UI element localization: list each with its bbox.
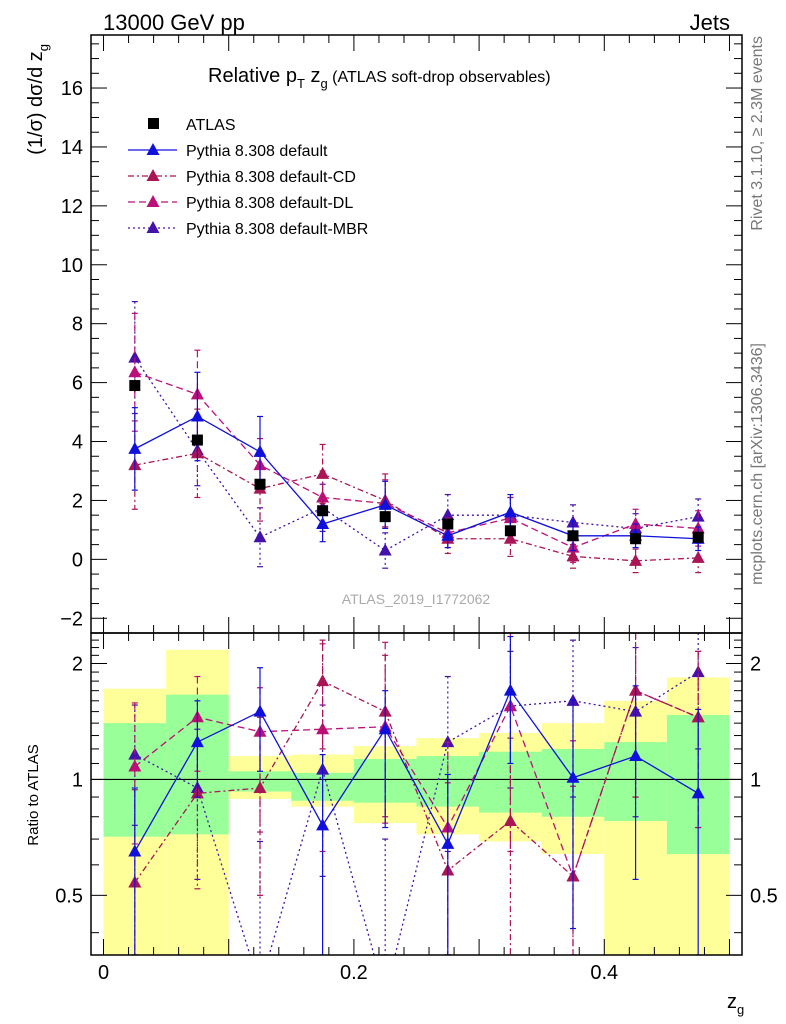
x-tick-label: 0 bbox=[98, 962, 109, 984]
point-cd-8 bbox=[629, 553, 643, 566]
ratio-line-dl bbox=[134, 689, 699, 879]
point-default-0 bbox=[128, 441, 142, 454]
point-default-5 bbox=[441, 528, 455, 541]
mcplots-label: mcplots.cern.ch [arXiv:1306.3436] bbox=[749, 343, 766, 585]
ratio-point-default-2 bbox=[253, 704, 267, 717]
series-line-cd bbox=[134, 452, 699, 562]
ratio-point-cd-6 bbox=[503, 813, 517, 826]
point-cd-3 bbox=[316, 466, 330, 479]
y-tick-label: 10 bbox=[61, 255, 83, 277]
analysis-watermark: ATLAS_2019_I1772062 bbox=[342, 591, 491, 607]
ratio-tick-label-right: 0.5 bbox=[750, 885, 778, 907]
point-data-2 bbox=[254, 478, 266, 490]
ratio-tick-label-right: 2 bbox=[750, 653, 761, 675]
ratio-point-default-9 bbox=[691, 786, 705, 799]
legend-label-dl: Pythia 8.308 default-DL bbox=[186, 195, 353, 212]
ratio-line-cd bbox=[134, 680, 699, 883]
point-dl-8 bbox=[629, 517, 643, 530]
legend-marker-dl bbox=[146, 195, 160, 207]
ratio-point-default-4 bbox=[378, 722, 392, 735]
point-default-4 bbox=[378, 497, 392, 510]
ratio-line-mbr bbox=[134, 671, 699, 955]
ratio-point-default-0 bbox=[128, 844, 142, 857]
ratio-point-default-5 bbox=[441, 836, 455, 849]
point-cd-9 bbox=[691, 550, 705, 563]
y-tick-label: 12 bbox=[61, 196, 83, 218]
point-cd-7 bbox=[566, 549, 580, 562]
ratio-point-mbr-5 bbox=[441, 735, 455, 748]
legend-label-default: Pythia 8.308 default bbox=[186, 143, 328, 160]
point-data-3 bbox=[317, 505, 329, 517]
legend-marker-data bbox=[148, 118, 159, 129]
legend-label-mbr: Pythia 8.308 default-MBR bbox=[186, 221, 368, 238]
ratio-point-default-6 bbox=[503, 683, 517, 696]
point-dl-0 bbox=[128, 365, 142, 378]
ratio-tick-label: 2 bbox=[72, 653, 83, 675]
y-tick-label: 14 bbox=[61, 137, 83, 159]
point-data-1 bbox=[191, 434, 203, 446]
ratio-y-axis-label: Ratio to ATLAS bbox=[25, 744, 42, 845]
point-data-9 bbox=[692, 531, 704, 543]
ratio-point-default-3 bbox=[316, 818, 330, 831]
point-default-6 bbox=[503, 505, 517, 518]
legend-marker-mbr bbox=[146, 221, 160, 233]
ratio-tick-label: 1 bbox=[72, 769, 83, 791]
plot-title: Relative pT zg (ATLAS soft-drop observab… bbox=[208, 65, 551, 91]
ratio-line-default bbox=[134, 689, 699, 852]
series-line-mbr bbox=[134, 357, 699, 552]
x-axis-label: zg bbox=[727, 991, 744, 1017]
x-tick-label: 0.2 bbox=[340, 962, 368, 984]
y-tick-label: 4 bbox=[72, 432, 83, 454]
header-right: Jets bbox=[690, 10, 730, 35]
point-cd-6 bbox=[503, 531, 517, 544]
header-left: 13000 GeV pp bbox=[103, 10, 245, 35]
ratio-frame bbox=[90, 632, 743, 956]
y-tick-label: 8 bbox=[72, 314, 83, 336]
point-default-1 bbox=[190, 409, 204, 422]
point-mbr-2 bbox=[253, 530, 267, 543]
legend: ATLAS Pythia 8.308 default Pythia 8.308 de… bbox=[128, 117, 368, 238]
point-data-8 bbox=[630, 533, 642, 545]
ratio-point-cd-2 bbox=[253, 780, 267, 793]
ratio-tick-label: 0.5 bbox=[55, 885, 83, 907]
ratio-point-default-8 bbox=[629, 749, 643, 762]
y-tick-label: 16 bbox=[61, 78, 83, 100]
point-mbr-0 bbox=[128, 350, 142, 363]
point-data-4 bbox=[379, 511, 391, 523]
ratio-point-cd-3 bbox=[316, 674, 330, 687]
ratio-point-default-1 bbox=[190, 735, 204, 748]
point-data-0 bbox=[129, 380, 141, 392]
series-line-default bbox=[134, 415, 699, 540]
point-mbr-4 bbox=[378, 543, 392, 556]
legend-marker-cd bbox=[146, 169, 160, 181]
point-data-7 bbox=[567, 530, 579, 542]
point-data-6 bbox=[504, 525, 516, 537]
rivet-label: Rivet 3.1.10, ≥ 2.3M events bbox=[749, 36, 766, 231]
y-tick-label: 0 bbox=[72, 549, 83, 571]
y-tick-label: 2 bbox=[72, 490, 83, 512]
x-tick-label: 0.4 bbox=[590, 962, 618, 984]
ratio-point-default-7 bbox=[566, 770, 580, 783]
series-layer bbox=[128, 300, 705, 955]
point-mbr-5 bbox=[441, 508, 455, 521]
legend-marker-default bbox=[146, 143, 160, 155]
ratio-bands bbox=[91, 649, 742, 955]
y-tick-label: 6 bbox=[72, 373, 83, 395]
point-data-5 bbox=[442, 518, 454, 530]
point-default-2 bbox=[253, 444, 267, 457]
series-line-dl bbox=[134, 371, 699, 549]
legend-label-cd: Pythia 8.308 default-CD bbox=[186, 169, 356, 186]
y-axis-label: (1/σ) dσ/d zg bbox=[25, 44, 51, 155]
ratio-point-dl-0 bbox=[128, 759, 142, 772]
legend-label-data: ATLAS bbox=[186, 117, 236, 134]
y-tick-label: −2 bbox=[60, 608, 83, 630]
point-default-3 bbox=[316, 517, 330, 530]
ratio-tick-label-right: 1 bbox=[750, 769, 761, 791]
